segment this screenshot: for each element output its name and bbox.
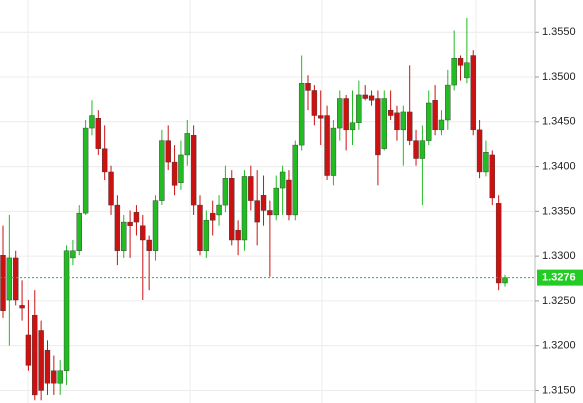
candle-body [101,148,108,173]
candle-body [222,178,229,206]
candle-body [489,154,495,199]
candle-body [171,161,178,186]
candle-body [216,204,222,216]
candle-body [286,179,292,216]
candle-body [438,119,445,131]
candle-body [387,109,394,116]
candle-body [298,83,305,146]
candle-body [25,334,32,366]
candle-body [337,98,343,129]
candle-body [406,111,413,141]
candle-body [305,83,311,91]
candle-body [464,62,470,79]
candle-body [51,370,57,384]
y-tick-label: 1.3450 [542,116,576,128]
candle-body [349,122,356,131]
candle-body [400,111,407,131]
candle-body [267,210,273,216]
candle-body [197,204,203,251]
y-tick-label: 1.3500 [542,71,576,83]
candle-body [318,115,324,119]
current-price-box [537,269,583,286]
candle-body [57,370,63,384]
candle-body [209,212,216,221]
y-tick-label: 1.3250 [542,295,576,307]
candle-body [362,94,368,99]
candle-body [190,135,197,206]
candle-body [178,154,184,183]
y-tick-label: 1.3400 [542,160,576,172]
candle-body [159,140,165,201]
candle-body [470,55,476,131]
candle-body [248,176,254,201]
candle-body [457,58,464,66]
candle-body [375,98,381,156]
candle-body [483,152,489,173]
candle-body [356,94,362,123]
candle-body [394,112,400,131]
y-tick-label: 1.3150 [542,384,576,396]
candle-body [432,100,438,131]
candle-body [203,220,210,251]
candle-body [32,315,38,396]
candle-body [127,221,133,226]
candle-body [260,195,267,211]
candle-body [76,212,82,251]
candle-body [368,95,375,101]
candle-body [114,204,121,251]
candle-body [292,144,299,216]
candle-body [254,200,260,223]
y-tick-label: 1.3350 [542,205,576,217]
candle-body [451,58,457,86]
candle-body [495,203,502,284]
candle-body [413,140,419,159]
candle-body [419,140,426,159]
candle-body [108,171,114,206]
candle-body [381,98,387,149]
candle-body [0,255,6,311]
candle-body [82,127,89,214]
candle-body [63,250,70,371]
candle-body [89,115,95,129]
candle-body [184,133,190,156]
candle-body [95,118,102,149]
candle-body [241,176,248,241]
candle-body [19,305,25,309]
candle-body [133,212,140,223]
y-tick-label: 1.3200 [542,340,576,352]
candle-body [6,257,13,301]
candle-body [70,250,76,259]
candle-body [13,257,19,301]
current-price-label: 1.3276 [542,272,576,284]
candle-body [121,221,127,251]
candle-body [502,277,508,284]
candle-body [44,349,51,384]
candle-body [38,330,44,391]
candle-body [140,225,146,241]
candle-body [330,127,337,176]
candle-body [324,115,330,176]
y-tick-label: 1.3300 [542,250,576,262]
candle-body [426,102,432,141]
candle-body [146,239,152,251]
candle-body [165,140,171,163]
candle-body [343,98,349,131]
candle-body [152,200,159,251]
candle-body [235,229,241,241]
candle-body [229,178,235,241]
candle-body [445,84,451,121]
y-tick-label: 1.3550 [542,26,576,38]
candle-body [311,90,318,116]
candle-body [273,187,279,216]
candle-body [476,129,483,173]
candle-body [279,171,286,189]
